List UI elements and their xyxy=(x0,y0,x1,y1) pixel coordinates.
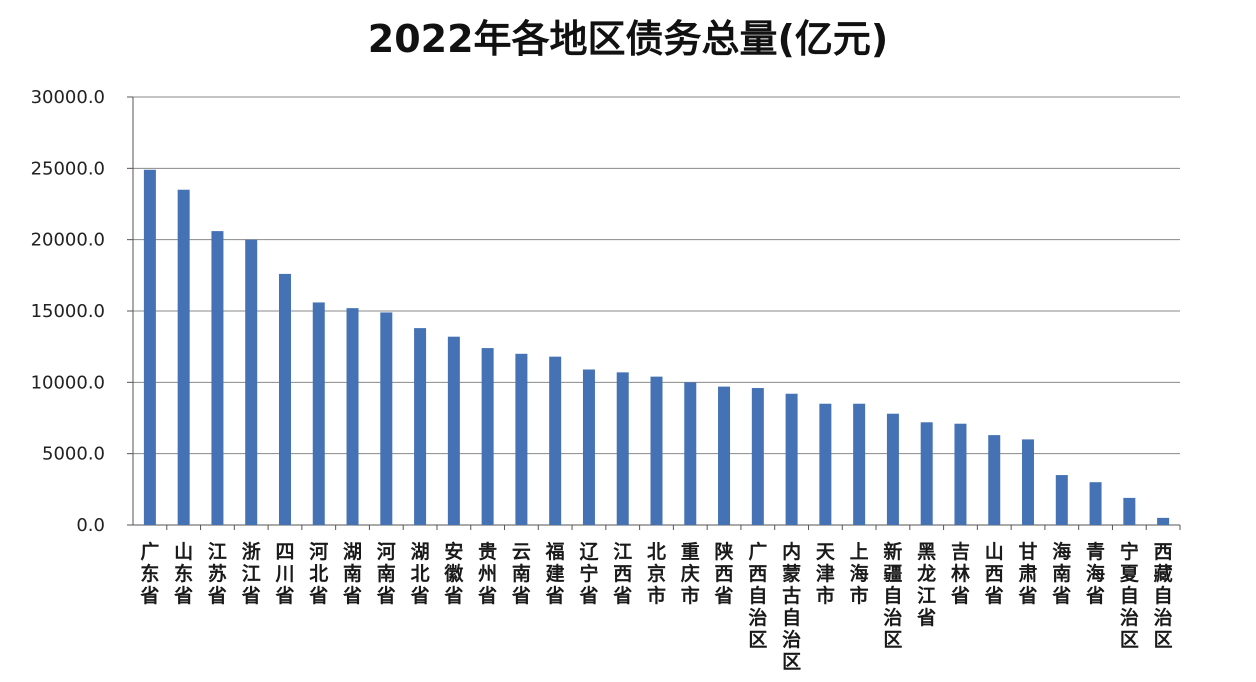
bar xyxy=(582,369,595,525)
bar xyxy=(819,403,832,525)
bar xyxy=(1055,475,1068,525)
bar xyxy=(886,413,899,525)
category-label: 广东省 xyxy=(139,540,159,607)
y-tick-label: 0.0 xyxy=(76,515,105,536)
bar xyxy=(177,189,190,525)
bar xyxy=(414,328,427,525)
bars xyxy=(143,169,1170,525)
category-label: 山东省 xyxy=(173,541,193,607)
bar xyxy=(650,376,663,525)
bar xyxy=(988,435,1001,525)
category-label: 内蒙古自治区 xyxy=(782,540,801,673)
bar xyxy=(312,302,325,525)
category-label: 黑龙江省 xyxy=(916,541,936,629)
y-tick-label: 30000.0 xyxy=(31,87,105,108)
y-tick-label: 20000.0 xyxy=(31,230,105,251)
bar xyxy=(616,372,629,525)
category-label: 福建省 xyxy=(545,540,565,607)
category-label: 广西自治区 xyxy=(748,540,767,651)
category-label: 甘肃省 xyxy=(1018,541,1038,607)
category-labels: 广东省山东省江苏省浙江省四川省河北省湖南省河南省湖北省安徽省贵州省云南省福建省辽… xyxy=(139,540,1172,673)
bar xyxy=(278,273,291,525)
bar xyxy=(1089,482,1102,525)
bar xyxy=(718,386,731,525)
bar xyxy=(751,388,764,525)
bar xyxy=(515,353,528,525)
category-label: 云南省 xyxy=(511,541,531,607)
bar xyxy=(447,336,460,525)
bar xyxy=(549,356,562,525)
category-label: 江西省 xyxy=(612,541,632,607)
category-label: 天津市 xyxy=(816,541,836,607)
category-label: 贵州省 xyxy=(477,541,497,607)
chart-title: 2022年各地区债务总量(亿元) xyxy=(367,17,889,61)
bar xyxy=(785,393,798,525)
bar xyxy=(380,312,393,525)
bar xyxy=(853,403,866,525)
category-label: 江苏省 xyxy=(207,541,227,607)
category-label: 陕西省 xyxy=(714,540,734,607)
bar xyxy=(954,423,967,525)
category-label: 安徽省 xyxy=(443,540,464,607)
category-label: 河南省 xyxy=(376,541,396,607)
bar xyxy=(1123,497,1136,525)
bar xyxy=(684,382,697,525)
bar xyxy=(1157,517,1170,525)
category-label: 湖南省 xyxy=(342,541,362,607)
category-label: 河北省 xyxy=(308,541,328,607)
y-tick-label: 15000.0 xyxy=(31,301,105,322)
category-label: 北京市 xyxy=(647,541,666,607)
category-label: 浙江省 xyxy=(241,540,261,607)
category-label: 西藏自治区 xyxy=(1154,541,1173,651)
bar xyxy=(920,422,933,525)
category-label: 海南省 xyxy=(1051,540,1071,607)
category-label: 上海市 xyxy=(850,541,869,607)
y-tick-label: 10000.0 xyxy=(31,372,105,393)
category-label: 重庆市 xyxy=(681,541,700,607)
y-tick-label: 5000.0 xyxy=(42,444,105,465)
y-tick-labels: 30000.0 25000.0 20000.0 15000.0 10000.0 5000.… xyxy=(31,87,105,536)
category-label: 山西省 xyxy=(984,541,1004,607)
category-label: 四川省 xyxy=(274,541,294,607)
category-label: 吉林省 xyxy=(950,540,970,607)
bar xyxy=(245,239,258,525)
category-label: 湖北省 xyxy=(410,541,430,607)
y-tick-label: 25000.0 xyxy=(31,158,105,179)
bar xyxy=(1022,439,1035,525)
category-label: 宁夏自治区 xyxy=(1120,540,1140,651)
bar xyxy=(346,308,359,525)
bar xyxy=(481,348,494,525)
bar xyxy=(211,231,224,525)
category-label: 辽宁省 xyxy=(578,541,598,607)
bar xyxy=(143,169,156,525)
category-label: 青海省 xyxy=(1085,541,1105,607)
category-label: 新疆自治区 xyxy=(883,540,902,651)
